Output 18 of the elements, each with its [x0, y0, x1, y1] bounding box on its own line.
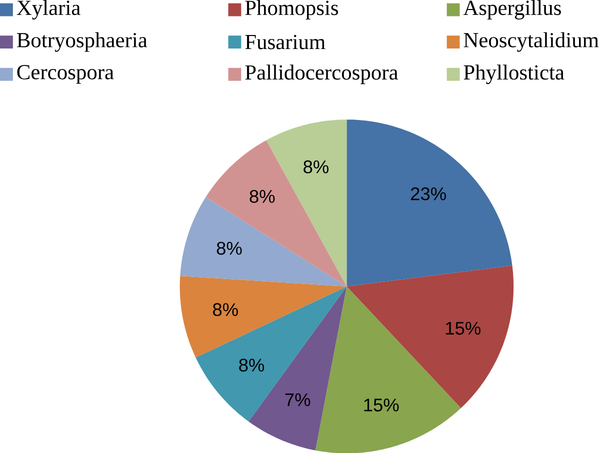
data-label: 23% — [411, 187, 446, 200]
data-label: 7% — [285, 393, 310, 406]
legend-label: Phomopsis — [245, 0, 338, 20]
legend-label: Botryosphaeria — [16, 32, 148, 52]
data-label: 8% — [212, 302, 238, 316]
legend-label: Aspergillus — [463, 0, 561, 20]
data-label: 15% — [364, 398, 399, 412]
legend-label: Pallidocercospora — [245, 64, 398, 84]
data-label: 15% — [446, 322, 480, 335]
data-label: 8% — [216, 242, 242, 255]
legend-label: Cercospora — [17, 64, 114, 84]
legend-label: Neoscytalidium — [464, 32, 599, 52]
legend-label: Fusarium — [245, 34, 326, 50]
data-label: 8% — [239, 358, 264, 372]
legend-label: Xylaria — [16, 0, 80, 20]
data-label: 8% — [304, 160, 328, 174]
data-label: 8% — [250, 190, 275, 203]
legend-label: Phyllosticta — [464, 64, 564, 84]
